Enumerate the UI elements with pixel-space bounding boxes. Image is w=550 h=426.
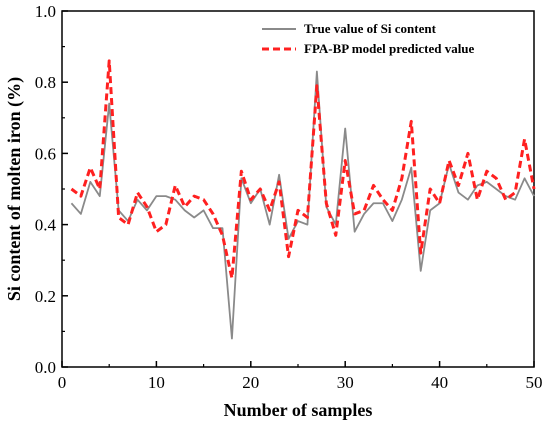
y-tick-label: 0.6 [35,144,56,163]
y-tick-label: 0.0 [35,358,56,377]
series-lines [70,59,536,340]
y-tick-label: 0.2 [35,287,56,306]
series-line-predicted [70,59,536,280]
x-tick-label: 50 [526,373,543,392]
x-tick-label: 10 [148,373,165,392]
x-tick-label: 40 [431,373,448,392]
legend: True value of Si content FPA-BP model pr… [262,21,475,56]
x-tick-label: 20 [242,373,259,392]
y-tick-label: 0.8 [35,73,56,92]
series-line-true-value [70,70,535,340]
legend-label-predicted: FPA-BP model predicted value [304,41,475,56]
plot-frame [61,10,535,368]
x-axis-title: Number of samples [224,400,373,420]
axis-ticks: 0 10 20 30 40 50 0.0 0.2 0.4 0.6 0.8 1.0 [35,2,543,392]
y-tick-label: 1.0 [35,2,56,21]
x-tick-label: 30 [337,373,354,392]
legend-label-true-value: True value of Si content [304,21,437,36]
y-axis-title: Si content of molten iron (%) [4,77,25,301]
y-tick-label: 0.4 [35,216,57,235]
x-tick-label: 0 [58,373,67,392]
